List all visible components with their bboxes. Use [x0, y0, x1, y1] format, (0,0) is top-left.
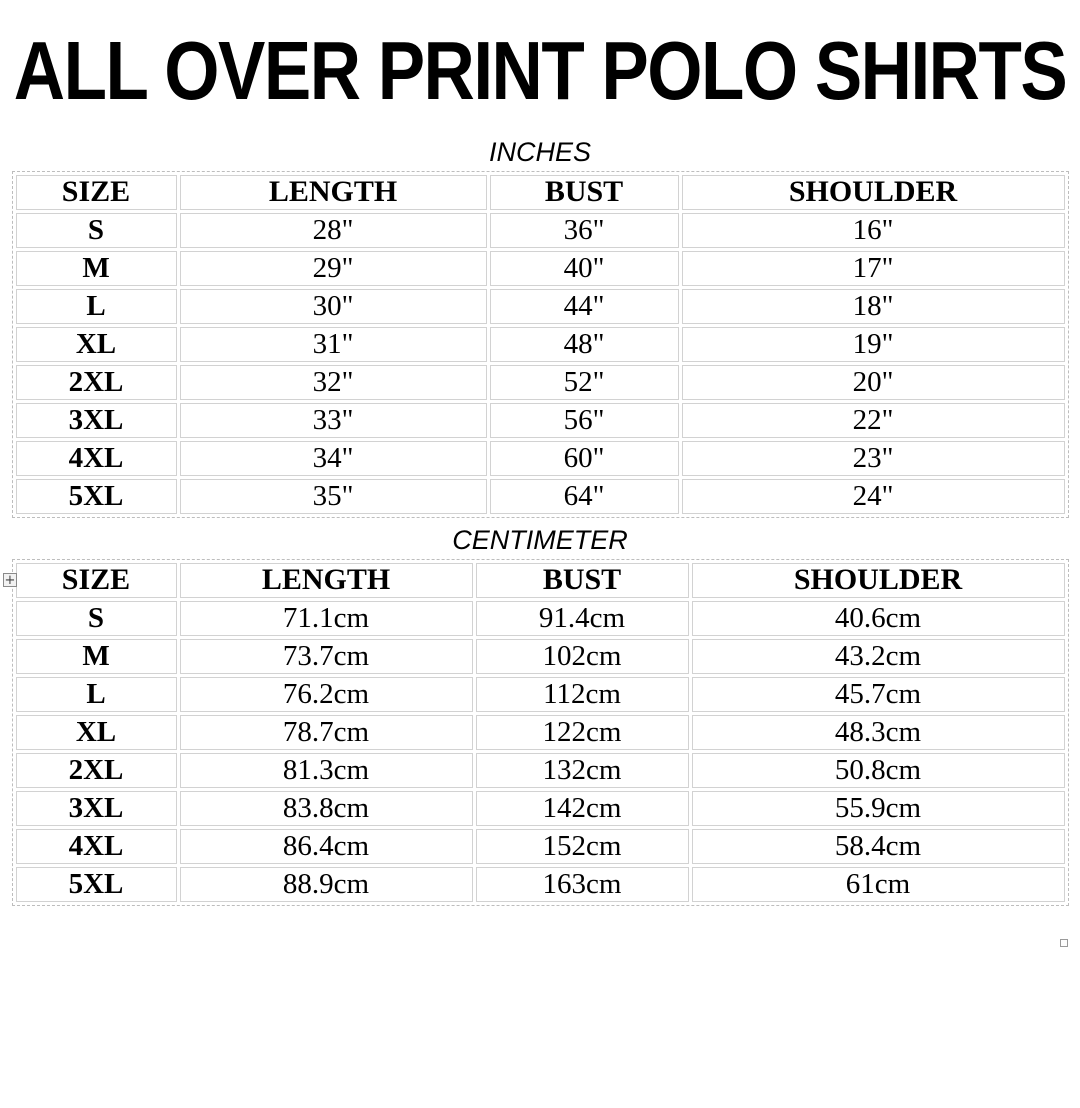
shoulder-cell: 58.4cm: [691, 828, 1065, 864]
length-cell: 76.2cm: [179, 676, 473, 712]
table-header-row: SIZE LENGTH BUST SHOULDER: [15, 174, 1065, 210]
table-row: 3XL 33" 56" 22": [15, 402, 1065, 438]
table-row: S 71.1cm 91.4cm 40.6cm: [15, 600, 1065, 636]
table-resize-handle[interactable]: [1060, 939, 1068, 947]
size-cell: 2XL: [15, 364, 177, 400]
header-bust: BUST: [475, 562, 689, 598]
size-cell: 2XL: [15, 752, 177, 788]
table-move-handle-icon[interactable]: +: [3, 573, 17, 588]
length-cell: 73.7cm: [179, 638, 473, 674]
inches-caption: INCHES: [488, 136, 591, 167]
shoulder-cell: 23": [681, 440, 1065, 476]
table-row: 4XL 34" 60" 23": [15, 440, 1065, 476]
size-cell: 5XL: [15, 866, 177, 902]
shoulder-cell: 17": [681, 250, 1065, 286]
bust-cell: 122cm: [475, 714, 689, 750]
length-cell: 28": [179, 212, 487, 248]
length-cell: 35": [179, 478, 487, 514]
table-row: L 76.2cm 112cm 45.7cm: [15, 676, 1065, 712]
size-cell: L: [15, 288, 177, 324]
length-cell: 29": [179, 250, 487, 286]
shoulder-cell: 40.6cm: [691, 600, 1065, 636]
size-cell: M: [15, 638, 177, 674]
table-row: S 28" 36" 16": [15, 212, 1065, 248]
size-cell: L: [15, 676, 177, 712]
shoulder-cell: 19": [681, 326, 1065, 362]
table-row: XL 31" 48" 19": [15, 326, 1065, 362]
shoulder-cell: 50.8cm: [691, 752, 1065, 788]
header-bust: BUST: [489, 174, 679, 210]
bust-cell: 60": [489, 440, 679, 476]
size-cell: 5XL: [15, 478, 177, 514]
header-shoulder: SHOULDER: [691, 562, 1065, 598]
table-row: M 29" 40" 17": [15, 250, 1065, 286]
length-cell: 34": [179, 440, 487, 476]
bust-cell: 132cm: [475, 752, 689, 788]
size-cell: S: [15, 212, 177, 248]
length-cell: 88.9cm: [179, 866, 473, 902]
size-cell: 4XL: [15, 828, 177, 864]
header-shoulder: SHOULDER: [681, 174, 1065, 210]
shoulder-cell: 16": [681, 212, 1065, 248]
shoulder-cell: 45.7cm: [691, 676, 1065, 712]
length-cell: 31": [179, 326, 487, 362]
bust-cell: 102cm: [475, 638, 689, 674]
shoulder-cell: 18": [681, 288, 1065, 324]
centimeter-size-table: SIZE LENGTH BUST SHOULDER S 71.1cm 91.4c…: [11, 558, 1069, 906]
shoulder-cell: 24": [681, 478, 1065, 514]
bust-cell: 91.4cm: [475, 600, 689, 636]
bust-cell: 64": [489, 478, 679, 514]
shoulder-cell: 22": [681, 402, 1065, 438]
table-row: 5XL 88.9cm 163cm 61cm: [15, 866, 1065, 902]
table-row: 2XL 81.3cm 132cm 50.8cm: [15, 752, 1065, 788]
bust-cell: 40": [489, 250, 679, 286]
table-row: M 73.7cm 102cm 43.2cm: [15, 638, 1065, 674]
bust-cell: 44": [489, 288, 679, 324]
length-cell: 81.3cm: [179, 752, 473, 788]
bust-cell: 163cm: [475, 866, 689, 902]
size-cell: XL: [15, 714, 177, 750]
bust-cell: 52": [489, 364, 679, 400]
table-row: 4XL 86.4cm 152cm 58.4cm: [15, 828, 1065, 864]
table-header-row: SIZE LENGTH BUST SHOULDER: [15, 562, 1065, 598]
length-cell: 83.8cm: [179, 790, 473, 826]
length-cell: 86.4cm: [179, 828, 473, 864]
shoulder-cell: 55.9cm: [691, 790, 1065, 826]
length-cell: 71.1cm: [179, 600, 473, 636]
size-cell: 3XL: [15, 790, 177, 826]
size-cell: M: [15, 250, 177, 286]
page-title: ALL OVER PRINT POLO SHIRTS: [13, 25, 1068, 118]
header-size: SIZE: [15, 562, 177, 598]
size-cell: S: [15, 600, 177, 636]
bust-cell: 142cm: [475, 790, 689, 826]
shoulder-cell: 61cm: [691, 866, 1065, 902]
header-length: LENGTH: [179, 562, 473, 598]
bust-cell: 56": [489, 402, 679, 438]
table-row: 3XL 83.8cm 142cm 55.9cm: [15, 790, 1065, 826]
size-cell: 3XL: [15, 402, 177, 438]
centimeter-caption: CENTIMETER: [452, 524, 628, 555]
length-cell: 32": [179, 364, 487, 400]
length-cell: 30": [179, 288, 487, 324]
shoulder-cell: 43.2cm: [691, 638, 1065, 674]
length-cell: 78.7cm: [179, 714, 473, 750]
header-size: SIZE: [15, 174, 177, 210]
bust-cell: 36": [489, 212, 679, 248]
shoulder-cell: 48.3cm: [691, 714, 1065, 750]
table-row: 2XL 32" 52" 20": [15, 364, 1065, 400]
table-row: 5XL 35" 64" 24": [15, 478, 1065, 514]
bust-cell: 48": [489, 326, 679, 362]
bust-cell: 112cm: [475, 676, 689, 712]
length-cell: 33": [179, 402, 487, 438]
table-row: XL 78.7cm 122cm 48.3cm: [15, 714, 1065, 750]
shoulder-cell: 20": [681, 364, 1065, 400]
size-cell: XL: [15, 326, 177, 362]
header-length: LENGTH: [179, 174, 487, 210]
inches-size-table: SIZE LENGTH BUST SHOULDER S 28" 36" 16" …: [11, 170, 1069, 518]
size-cell: 4XL: [15, 440, 177, 476]
table-row: L 30" 44" 18": [15, 288, 1065, 324]
bust-cell: 152cm: [475, 828, 689, 864]
